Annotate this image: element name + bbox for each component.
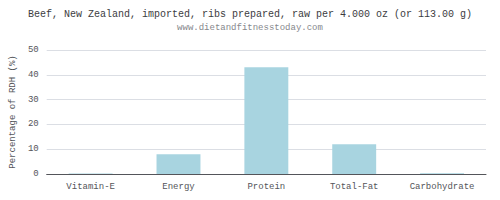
- svg-text:Vitamin-E: Vitamin-E: [66, 182, 115, 192]
- svg-text:Beef, New Zealand, imported, r: Beef, New Zealand, imported, ribs prepar…: [28, 9, 472, 20]
- svg-text:50: 50: [28, 45, 39, 55]
- svg-text:Percentage of RDH (%): Percentage of RDH (%): [8, 55, 18, 168]
- svg-text:10: 10: [28, 144, 39, 154]
- svg-text:Energy: Energy: [162, 182, 195, 192]
- svg-text:20: 20: [28, 119, 39, 129]
- svg-text:Carbohydrate: Carbohydrate: [410, 182, 475, 192]
- svg-text:www.dietandfitnesstoday.com: www.dietandfitnesstoday.com: [177, 23, 323, 33]
- svg-text:40: 40: [28, 70, 39, 80]
- svg-text:0: 0: [33, 169, 38, 179]
- svg-text:Total-Fat: Total-Fat: [330, 182, 379, 192]
- svg-text:30: 30: [28, 95, 39, 105]
- svg-text:Protein: Protein: [247, 182, 285, 192]
